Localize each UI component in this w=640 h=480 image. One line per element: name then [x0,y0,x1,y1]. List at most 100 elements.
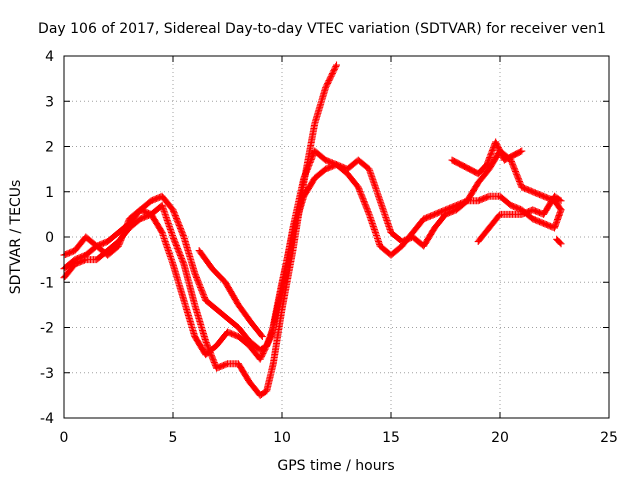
grid-lines [64,56,609,418]
data-point [431,206,448,218]
data-point [158,201,176,239]
y-tick-label: -3 [40,366,54,382]
data-point [343,170,361,190]
data-point [529,188,546,200]
data-point [557,240,565,248]
data-point [158,228,176,267]
data-point [234,301,255,326]
data-point [256,388,269,399]
data-point [93,238,110,250]
data-point [71,256,88,268]
data-point [555,238,564,247]
x-tick-label: 0 [60,430,69,446]
data-point [518,183,535,195]
data-point [71,252,88,264]
data-point [529,206,546,218]
data-point [245,378,263,398]
data-point [213,305,230,321]
y-tick-label: 2 [45,140,54,156]
data-point [256,343,269,354]
x-tick-label: 5 [169,430,178,446]
data-series-3 [60,147,565,354]
data-point [269,307,286,368]
data-point [191,301,209,344]
data-point [452,198,470,214]
y-tick-label: -1 [40,275,54,291]
data-point [180,296,198,339]
data-point [202,296,219,312]
data-point [234,333,252,349]
data-series-4 [195,247,266,341]
data-point [322,62,340,92]
data-point [224,328,241,340]
data-point [147,193,165,205]
data-point [474,166,492,187]
y-tick-label: -4 [40,411,54,427]
x-tick-label: 20 [491,430,509,446]
chart-title: Day 106 of 2017, Sidereal Day-to-day VTE… [38,21,606,37]
data-point [202,343,219,359]
y-tick-label: -2 [40,321,54,337]
data-point [213,360,230,372]
data-point [269,284,286,331]
data-point [507,201,524,213]
data-point [376,197,394,235]
data-point [278,248,297,313]
data-point [191,269,209,303]
data-point [224,314,241,330]
y-tick-label: 1 [45,185,54,201]
data-series-7 [553,235,565,248]
data-point [169,233,187,267]
data-point [387,243,405,259]
data-point [180,233,198,276]
data-point [420,225,438,250]
y-tick-label: 4 [45,49,54,65]
data-point [551,207,565,232]
data-point [258,333,266,341]
x-tick-label: 15 [382,430,400,446]
x-axis-label: GPS time / hours [277,458,394,474]
data-point [300,175,318,200]
data-point [300,148,318,182]
data-point [457,161,472,172]
data-point [322,156,339,168]
data-point [278,225,297,291]
data-point [234,360,253,385]
data-point [474,193,492,205]
data-point [169,206,187,240]
data-point [409,216,427,236]
data-point [71,234,89,255]
data-point [448,156,464,168]
data-point [553,235,562,244]
data-point [234,324,252,344]
y-axis-label: SDTVAR / TECUs [8,180,24,295]
data-point [136,198,154,214]
data-point [191,333,209,357]
data-point [557,206,565,214]
data-point [492,138,508,163]
data-point [474,225,492,246]
data-point [509,148,525,160]
data-point [213,329,231,350]
data-point [208,265,228,285]
data-point [311,166,328,182]
data-point [82,243,99,259]
data-point [289,176,307,232]
data-point [474,162,490,178]
data-point [500,152,516,164]
data-point [195,247,215,271]
data-point [263,361,277,395]
y-tick-label: 0 [45,230,54,246]
data-series-5 [448,138,526,178]
data-point [529,215,546,227]
data-point [247,319,265,339]
data-point [496,192,514,208]
data-point [551,192,564,204]
data-point [354,183,373,217]
data-point [158,192,176,213]
data-point [442,206,459,218]
data-series-6 [474,192,565,246]
data-point [420,211,437,223]
data-point [442,202,459,214]
